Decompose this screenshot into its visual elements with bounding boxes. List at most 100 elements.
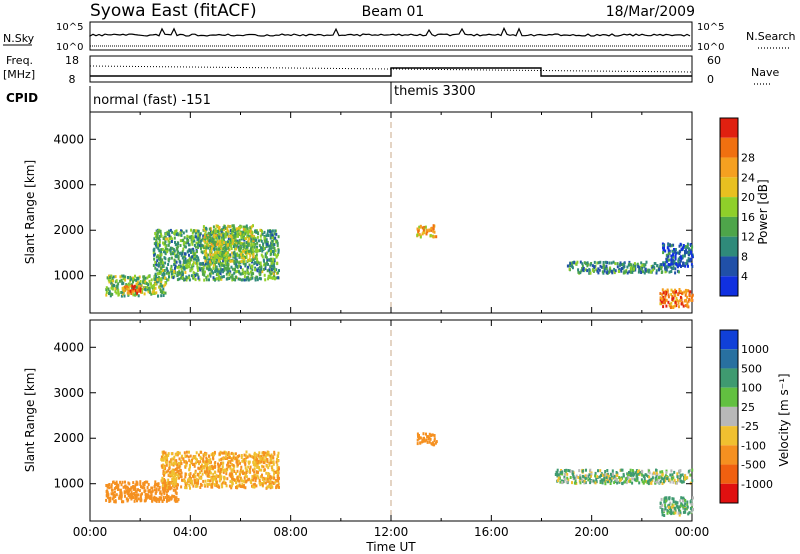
power-cell [580,269,583,273]
power-cell [267,277,270,281]
power-cell [216,240,219,244]
velocity-cell [629,480,632,484]
power-cell [262,247,265,250]
velocity-cell [275,484,278,488]
power-cell [672,267,675,270]
velocity-cell [108,483,111,486]
power-cell [687,299,690,303]
power-cell [150,292,153,296]
velocity-cell [252,485,254,489]
velocity-cell [244,462,247,465]
power-cell [168,229,170,233]
power-cell [158,243,161,247]
velocity-cell [161,487,164,491]
velocity-cell [225,469,228,473]
power-cell [595,268,598,272]
power-cell [221,261,224,265]
velocity-cell [272,482,275,485]
velocity-cell [262,461,265,464]
cpid-segment-2: themis 3300 [394,84,476,99]
power-cell [224,232,227,236]
power-cell [188,278,191,282]
velocity-cell [661,510,664,514]
power-cell [568,267,571,271]
power-cell [651,264,654,268]
power-cell [267,249,270,253]
velocity-cells [105,432,694,517]
velocity-cell [221,485,224,489]
velocity-cell [676,501,679,505]
power-cell [123,294,126,298]
power-cell [192,261,195,265]
velocity-cell [248,470,251,474]
power-cell [248,235,250,239]
velocity-cell [137,488,139,492]
velocity-cell [679,479,682,483]
velocity-cell [273,472,276,476]
velocity-cell [165,470,168,474]
power-cell [156,278,159,282]
velocity-cell [686,476,689,480]
power-cell [206,274,209,278]
power-cell [232,238,235,242]
velocity-cell [681,503,684,507]
power-cell [196,266,199,270]
power-cell [249,226,252,230]
velocity-cell [165,499,168,503]
velocity-cell [189,472,192,476]
power-cell [223,228,225,232]
velocity-cell [671,497,674,501]
power-cell [158,254,161,258]
power-cell [255,249,257,253]
velocity-cell [648,475,651,479]
velocity-cell [254,459,257,463]
velocity-cell [272,456,275,460]
power-cell [686,301,689,305]
power-cell [205,245,208,249]
velocity-cell [177,469,180,473]
power-cell [254,268,257,272]
velocity-cell [278,485,280,489]
power-cell [204,270,206,274]
velocity-cell [195,478,198,482]
velocity-cell [687,512,690,516]
power-cell [241,235,244,239]
power-cell [234,253,237,257]
power-cell [251,234,254,238]
velocity-cell [629,478,632,482]
power-cell [213,243,216,247]
power-cell [659,302,662,306]
power-cell [210,259,213,263]
x-tick-label: 00:00 [675,525,710,539]
power-cell [232,224,235,228]
power-cell [265,262,268,266]
power-cell [195,235,197,239]
power-cell [160,280,163,284]
power-cell [213,233,216,237]
power-cell [151,290,154,294]
freq-panel: Freq. [MHz] 18 8 60 0 Nave [3,54,779,86]
velocity-cell [559,471,562,475]
power-cell [664,270,667,274]
power-cell [182,263,185,267]
power-cell [256,249,259,253]
velocity-cell [200,483,203,487]
power-cell [645,260,648,264]
velocity-cell [663,508,666,512]
power-cell [258,276,261,280]
power-cell [158,263,161,267]
power-cell [218,236,221,240]
power-cell [168,248,171,252]
power-cell [212,244,215,248]
velocity-cell [662,477,665,481]
power-cell [207,246,210,250]
velocity-cell [658,476,660,480]
colorbar-tick-label: 100 [741,382,762,395]
velocity-cell [238,454,241,458]
velocity-cell [262,458,265,461]
velocity-cell [615,478,618,482]
power-cell [626,265,629,269]
velocity-cell [127,492,130,496]
velocity-cell [224,481,227,485]
velocity-cell [160,457,163,461]
